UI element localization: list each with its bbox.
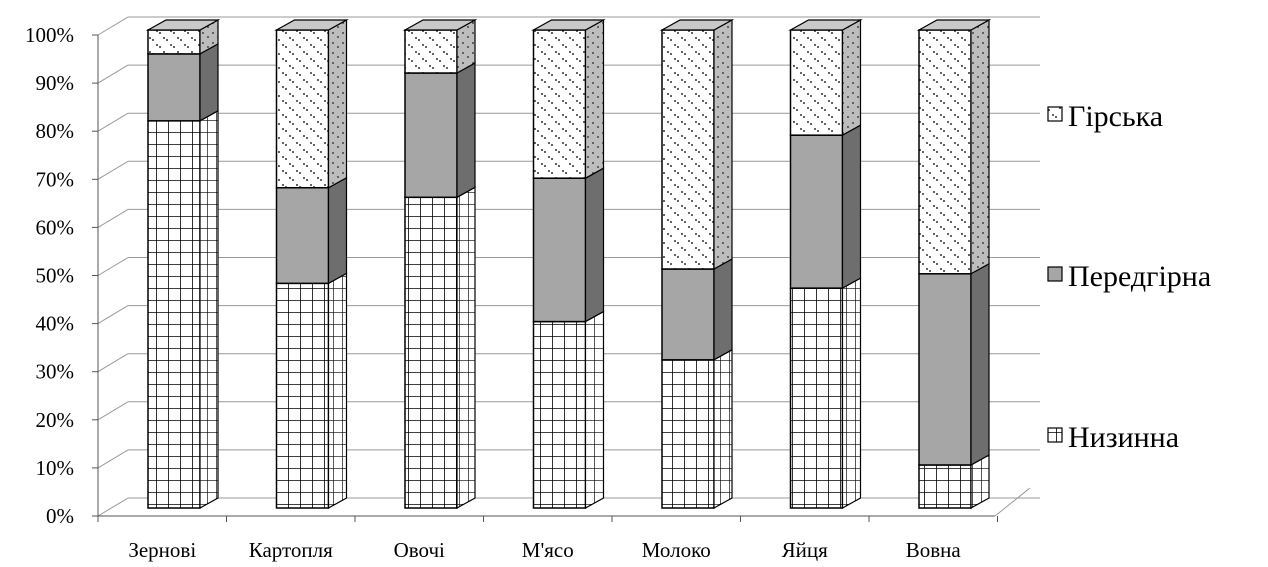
bar-side — [456, 62, 476, 199]
gridline-diagonal — [97, 497, 129, 517]
y-tick-label: 10% — [36, 456, 75, 480]
y-tick-label: 0% — [46, 504, 74, 528]
bar-side — [584, 310, 605, 510]
legend-label: Гірська — [1068, 100, 1163, 133]
bar-side — [970, 18, 990, 275]
legend-swatch — [1047, 427, 1063, 443]
bar-segment — [532, 320, 587, 509]
bar-top — [402, 19, 478, 31]
bar-segment — [404, 29, 458, 74]
legend-swatch — [1047, 266, 1063, 282]
bar-top — [531, 19, 606, 31]
bar-segment — [147, 53, 201, 122]
bar-side — [327, 18, 348, 189]
gridline-diagonal — [97, 64, 129, 84]
bar-side — [713, 257, 733, 361]
y-tick-label: 40% — [36, 312, 75, 336]
bar-segment — [147, 120, 201, 509]
bar-segment — [532, 29, 587, 179]
y-tick-label: 80% — [36, 119, 75, 143]
bar-top — [659, 19, 735, 31]
bars — [145, 18, 992, 510]
y-tick-label: 20% — [36, 408, 75, 432]
bar-segment — [532, 177, 587, 323]
bar-segment — [918, 273, 972, 466]
x-category-label: Яйця — [782, 538, 828, 562]
bar-segment — [275, 29, 330, 189]
bar-side — [584, 18, 605, 180]
bar-segment — [918, 29, 972, 275]
bar-side — [713, 18, 733, 271]
bar-segment — [661, 268, 715, 361]
legend-label: Передгірна — [1068, 260, 1211, 293]
gridline-diagonal — [97, 401, 129, 421]
bar-side — [199, 109, 219, 510]
bar-segment — [147, 29, 201, 55]
gridline-diagonal — [97, 208, 129, 228]
axes — [92, 34, 1031, 522]
x-category-label: Овочі — [394, 538, 445, 562]
y-tick-label: 70% — [36, 167, 75, 191]
y-tick-label: 90% — [36, 71, 75, 95]
x-category-label: М'ясо — [522, 538, 574, 562]
x-category-label: Зернові — [128, 538, 196, 562]
x-category-label: Вовна — [906, 538, 962, 562]
bar-top — [916, 19, 992, 31]
legend-label: Низинна — [1068, 421, 1179, 454]
bar-segment — [275, 186, 330, 285]
gridline-diagonal — [97, 449, 129, 469]
floor-edge — [994, 487, 1031, 517]
bar-side — [841, 18, 862, 137]
bar-side — [199, 42, 219, 122]
bar-side — [841, 124, 862, 290]
legend-swatch — [1047, 106, 1063, 122]
gridline-diagonal — [97, 305, 129, 325]
gridline-diagonal — [97, 353, 129, 373]
x-category-label: Картопля — [249, 538, 333, 562]
bar-top — [788, 19, 863, 31]
bar-top — [145, 19, 221, 31]
bar-segment — [404, 196, 458, 509]
y-tick-label: 50% — [36, 264, 75, 288]
bar-side — [841, 277, 862, 510]
bar-top — [274, 19, 349, 31]
bar-segment — [404, 72, 458, 199]
y-tick-label: 60% — [36, 215, 75, 239]
bar-segment — [789, 134, 844, 289]
gridline-diagonal — [97, 257, 129, 276]
bar-segment — [918, 464, 972, 509]
gridline-diagonal — [97, 112, 129, 132]
bar-segment — [789, 29, 844, 136]
bar-segment — [275, 282, 330, 509]
bar-segment — [661, 359, 715, 509]
gridline-diagonal — [97, 160, 129, 180]
bar-side — [327, 176, 348, 285]
bar-side — [327, 272, 348, 510]
legend: Гірська Передгірна Низинна — [1047, 100, 1211, 454]
x-category-label: Молоко — [642, 538, 711, 562]
bar-side — [456, 186, 476, 510]
axis-labels: 0% 10% 20% 30% 40% 50% 60% 70% 80% 90% 100% Зернові… — [25, 23, 961, 562]
bar-segment — [789, 287, 844, 509]
bar-side — [584, 167, 605, 323]
bar-side — [970, 262, 990, 466]
gridline-diagonal — [97, 16, 129, 36]
y-tick-label: 100% — [25, 23, 74, 47]
bar-segment — [661, 29, 715, 270]
y-tick-label: 30% — [36, 360, 75, 384]
bar-side — [713, 348, 733, 510]
